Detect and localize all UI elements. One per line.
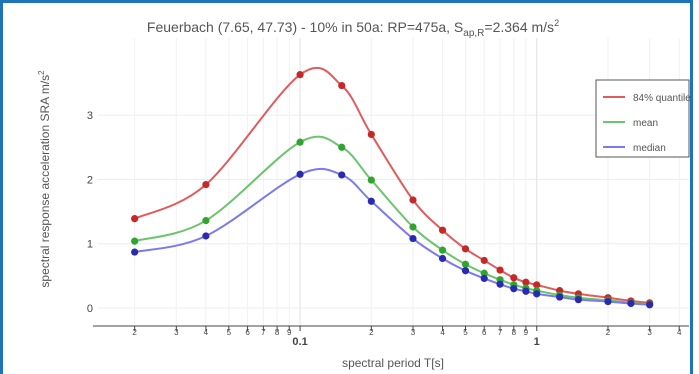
- title-subscript: ap,R: [463, 28, 484, 39]
- data-point-median: [627, 299, 635, 308]
- data-point-median: [646, 301, 654, 309]
- legend[interactable]: 84% quantile mean median: [595, 79, 691, 158]
- title-suffix: =2.364 m/s: [484, 19, 554, 35]
- data-point-84-quantile: [338, 81, 346, 90]
- x-minor-tick-label: 7: [498, 328, 503, 337]
- data-point-84-quantile: [461, 245, 470, 253]
- legend-label-mean: mean: [633, 118, 658, 129]
- y-tick-label: 3: [87, 110, 93, 122]
- x-minor-tick-label: 9: [524, 328, 529, 337]
- data-point-84-quantile: [409, 196, 417, 204]
- data-point-median: [496, 280, 504, 288]
- data-point-84-quantile: [510, 274, 518, 282]
- y-axis-label: spectral response acceleration SRA m/s2: [37, 70, 52, 288]
- y-tick-label: 0: [87, 303, 93, 315]
- x-minor-tick-label: 3: [647, 328, 652, 337]
- title-superscript: 2: [554, 18, 559, 28]
- data-point-median: [438, 254, 447, 263]
- data-point-84-quantile: [480, 256, 488, 265]
- x-minor-tick-label: 3: [411, 328, 416, 337]
- x-minor-tick-label: 4: [440, 328, 445, 337]
- data-point-mean: [438, 246, 447, 254]
- data-point-mean: [202, 216, 210, 225]
- x-minor-tick-label: 4: [204, 328, 209, 337]
- data-point-median: [367, 197, 375, 205]
- x-major-tick-label: 1: [534, 336, 540, 348]
- data-point-median: [461, 267, 470, 275]
- data-point-mean: [461, 260, 470, 268]
- x-minor-tick-label: 6: [482, 328, 487, 337]
- title-main: Feuerbach (7.65, 47.73) - 10% in 50a: RP…: [147, 19, 463, 35]
- legend-items: 84% quantile mean median: [603, 93, 691, 154]
- data-point-mean: [338, 143, 346, 151]
- x-minor-tick-label: 7: [261, 328, 266, 337]
- data-point-median: [533, 290, 541, 298]
- legend-box: [595, 79, 690, 158]
- data-point-median: [510, 285, 518, 293]
- x-minor-tick-label: 8: [512, 328, 517, 337]
- x-minor-tick-label: 5: [227, 328, 232, 337]
- series-line-median: [134, 167, 650, 306]
- data-point-median: [338, 171, 346, 179]
- x-minor-tick-label: 6: [245, 328, 250, 337]
- data-point-84-quantile: [296, 71, 304, 79]
- y-tick-label: 2: [87, 174, 93, 186]
- data-point-84-quantile: [202, 180, 210, 189]
- y-axis-label-superscript: 2: [37, 70, 46, 75]
- data-point-mean: [296, 138, 304, 146]
- x-minor-tick-label: 2: [132, 328, 137, 337]
- y-tick-label: 1: [87, 239, 93, 251]
- data-point-mean: [409, 223, 417, 231]
- grid: [98, 38, 689, 326]
- data-point-median: [131, 248, 139, 256]
- series-line-84-quantile: [134, 66, 650, 304]
- x-minor-tick-label: 2: [369, 328, 374, 337]
- series-layer: [131, 66, 654, 309]
- data-point-mean: [131, 237, 139, 245]
- data-point-84-quantile: [533, 281, 541, 289]
- x-minor-tick-label: 9: [287, 328, 292, 337]
- data-point-84-quantile: [367, 130, 375, 139]
- data-point-median: [409, 234, 417, 243]
- data-point-84-quantile: [438, 226, 447, 234]
- x-major-tick-label: 0.1: [292, 336, 307, 348]
- x-axis-label: spectral period T[s]: [342, 356, 444, 370]
- y-axis-label-text: spectral response acceleration SRA m/s: [38, 75, 52, 288]
- x-minor-tick-label: 5: [463, 328, 468, 337]
- data-point-84-quantile: [496, 266, 504, 274]
- data-point-median: [296, 170, 304, 178]
- data-point-mean: [480, 269, 488, 277]
- data-point-median: [202, 232, 210, 240]
- data-point-84-quantile: [131, 215, 139, 223]
- x-minor-tick-label: 4: [677, 328, 682, 337]
- data-point-mean: [367, 176, 375, 184]
- chart-title: Feuerbach (7.65, 47.73) - 10% in 50a: RP…: [147, 18, 559, 39]
- x-minor-tick-label: 3: [174, 328, 179, 337]
- data-point-median: [522, 287, 530, 295]
- legend-label-84-quantile: 84% quantile: [633, 93, 691, 104]
- data-point-median: [556, 293, 564, 301]
- data-point-median: [480, 274, 488, 283]
- x-minor-tick-label: 8: [275, 328, 280, 337]
- legend-label-median: median: [633, 143, 666, 154]
- data-point-84-quantile: [522, 278, 530, 286]
- data-point-median: [604, 297, 612, 306]
- data-point-median: [574, 296, 582, 304]
- x-minor-tick-label: 2: [606, 328, 611, 337]
